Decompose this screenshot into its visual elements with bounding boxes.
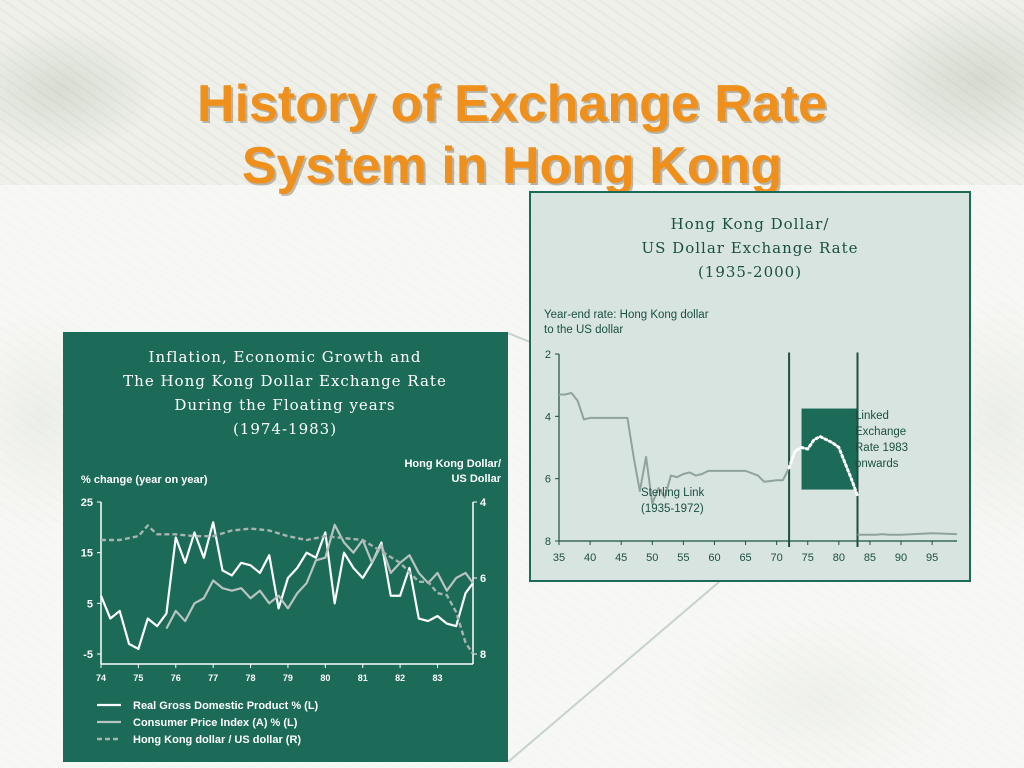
series-line-2: [165, 523, 474, 630]
x-tick-label: 45: [615, 552, 627, 564]
y-tick-label-left: 25: [81, 497, 93, 509]
x-tick-label: 40: [584, 552, 596, 564]
left-chart-title-line: (1974-1983): [233, 420, 337, 438]
y-tick-label: 4: [545, 411, 551, 423]
x-tick-label: 95: [926, 552, 938, 564]
y-tick-label-right: 6: [480, 573, 486, 585]
x-tick-label: 35: [553, 552, 565, 564]
exchange-rate-line-3: [857, 532, 958, 536]
x-tick-label: 50: [646, 552, 658, 564]
y-tick-label: 8: [545, 536, 551, 548]
inflation-growth-chart: Inflation, Economic Growth and The Hong K…: [63, 332, 508, 762]
right-chart-title-line: Hong Kong Dollar/: [671, 215, 830, 233]
x-tick-label: 76: [171, 673, 181, 683]
x-tick-label: 74: [96, 673, 106, 683]
y-tick-label: 6: [545, 474, 551, 486]
x-tick-label: 70: [771, 552, 783, 564]
legend-label: Real Gross Domestic Product % (L): [133, 700, 319, 712]
sterling-link-label: (1935-1972): [641, 503, 704, 515]
right-chart-title-line: (1935-2000): [698, 263, 802, 281]
y-tick-label: 2: [545, 349, 551, 361]
linked-rate-label: Rate 1983: [855, 442, 908, 454]
x-tick-label: 75: [802, 552, 814, 564]
linked-rate-label: Linked: [855, 410, 889, 422]
left-chart-title-line: Inflation, Economic Growth and: [149, 348, 422, 366]
y-tick-label-right: 8: [480, 649, 486, 661]
y-tick-label-left: -5: [83, 649, 93, 661]
linked-rate-label: onwards: [855, 458, 899, 470]
exchange-rate-line-2: [787, 435, 859, 498]
left-chart-panel: [63, 332, 508, 762]
right-chart-panel: [529, 191, 971, 582]
x-tick-label: 85: [864, 552, 876, 564]
x-tick-label: 55: [677, 552, 689, 564]
slide-title-line-1: History of Exchange Rate: [197, 74, 827, 133]
x-tick-label: 65: [739, 552, 751, 564]
legend-label: Consumer Price Index (A) % (L): [133, 717, 298, 729]
right-chart-title-line: US Dollar Exchange Rate: [641, 239, 858, 257]
y-tick-label-right: 4: [480, 497, 487, 509]
x-tick-label: 82: [395, 673, 405, 683]
exchange-rate-line-1: [559, 391, 790, 505]
y-tick-label-left: 15: [81, 548, 93, 560]
y-tick-label-left: 5: [87, 598, 93, 610]
right-chart-axis-label-line: Year-end rate: Hong Kong dollar: [544, 309, 709, 321]
series-line-1: [99, 521, 474, 651]
x-tick-label: 79: [283, 673, 293, 683]
left-axis-label: % change (year on year): [81, 474, 208, 486]
right-axis-label-line: Hong Kong Dollar/: [404, 458, 501, 470]
slide-title-line-2: System in Hong Kong: [241, 136, 783, 195]
linked-rate-band: [801, 408, 858, 490]
sterling-link-label: Sterling Link: [641, 487, 705, 499]
x-tick-label: 78: [246, 673, 256, 683]
x-tick-label: 83: [432, 673, 442, 683]
x-tick-label: 60: [708, 552, 720, 564]
series-line-3: [101, 524, 475, 655]
x-tick-label: 80: [833, 552, 845, 564]
x-tick-label: 77: [208, 673, 218, 683]
right-axis-label-line: US Dollar: [451, 473, 501, 485]
left-chart-title-line: During the Floating years: [174, 396, 395, 414]
slide-title: History of Exchange Rate System in Hong …: [0, 73, 1024, 197]
x-tick-label: 90: [895, 552, 907, 564]
x-tick-label: 75: [133, 673, 143, 683]
left-chart-title-line: The Hong Kong Dollar Exchange Rate: [123, 372, 447, 390]
x-tick-label: 80: [320, 673, 330, 683]
legend-label: Hong Kong dollar / US dollar (R): [133, 734, 301, 746]
linked-rate-label: Exchange: [855, 426, 906, 438]
x-tick-label: 81: [358, 673, 368, 683]
right-chart-axis-label-line: to the US dollar: [544, 324, 623, 336]
hkd-usd-exchange-rate-chart: Hong Kong Dollar/US Dollar Exchange Rate…: [529, 191, 971, 582]
